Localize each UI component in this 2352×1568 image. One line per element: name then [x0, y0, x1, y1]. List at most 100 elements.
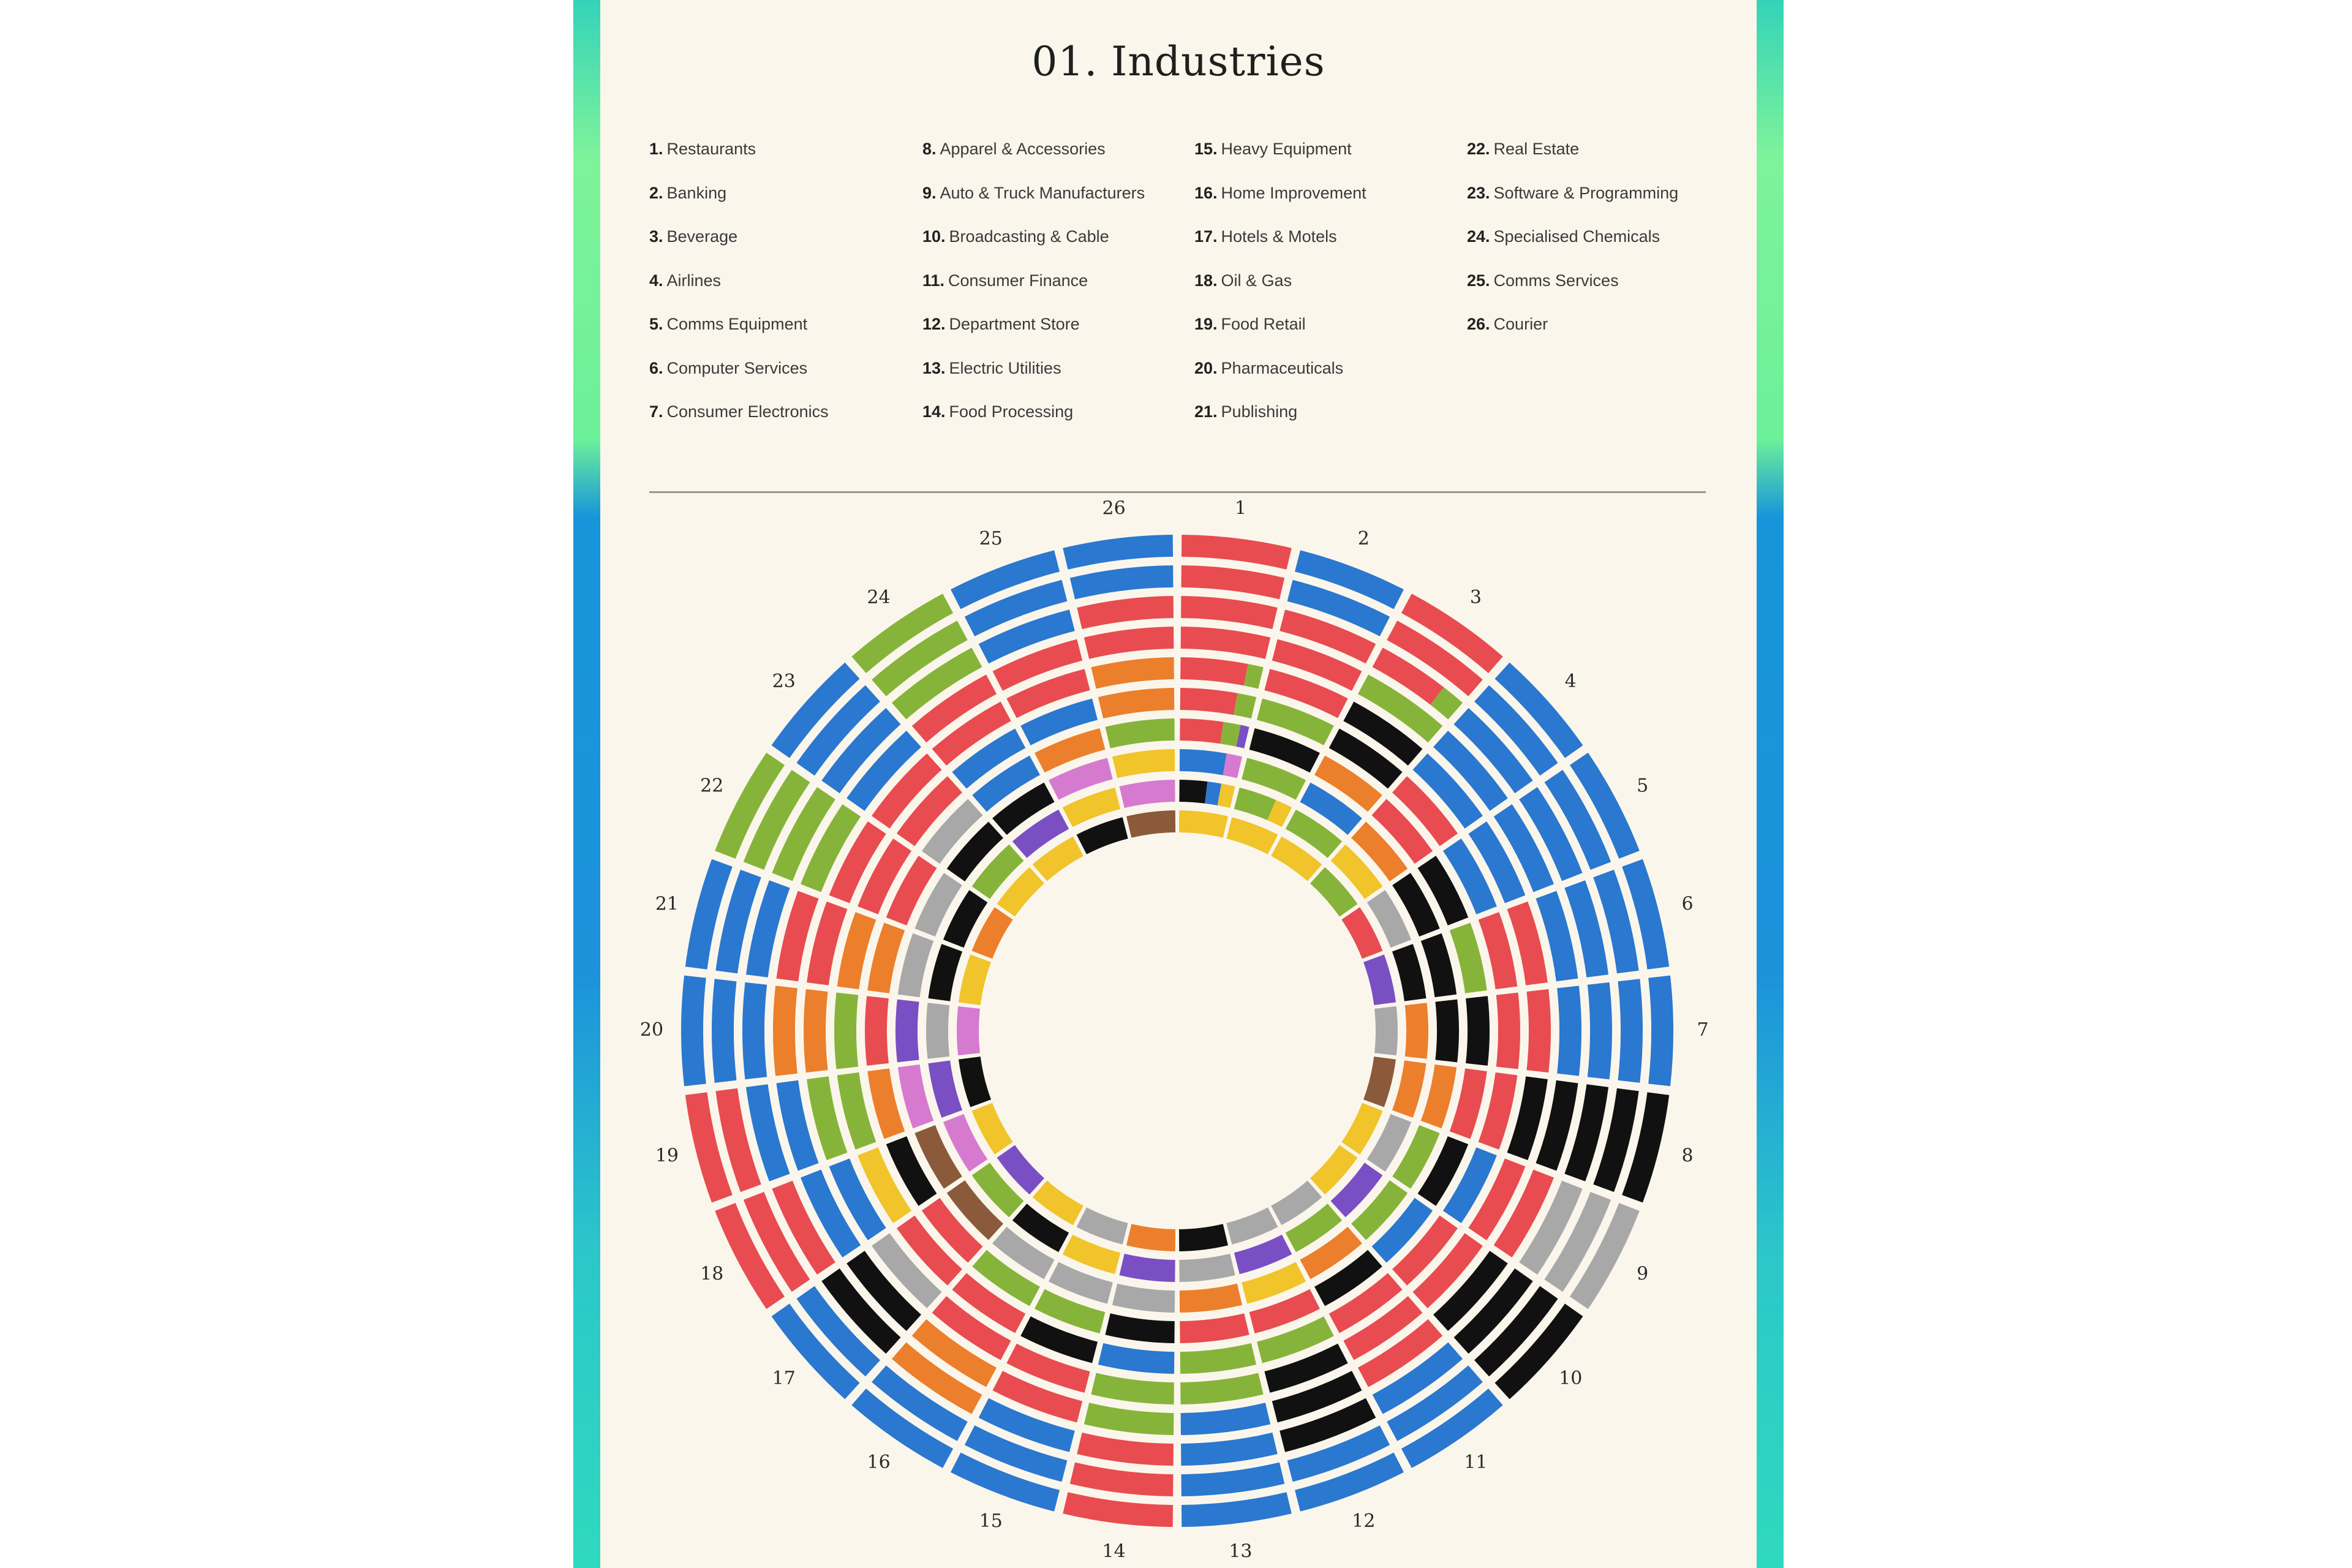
ring-arc [897, 933, 934, 998]
ring-arc [1387, 1365, 1483, 1441]
ring-arc [1478, 912, 1518, 990]
ring-arc [1442, 1147, 1497, 1223]
legend-item: 7. Consumer Electronics [649, 402, 931, 447]
ring-arc [1363, 1056, 1396, 1107]
ring-arc [926, 1003, 950, 1059]
ring-arc [1341, 1102, 1383, 1155]
ring-arc [1091, 657, 1174, 689]
segment-8 [1363, 1056, 1670, 1203]
legend-item-number: 8. [922, 140, 937, 158]
legend-item-label: Computer Services [666, 358, 808, 377]
legend-item: 6. Computer Services [649, 359, 931, 403]
ring-arc [1234, 787, 1276, 821]
ring-arc [1536, 1080, 1578, 1171]
ring-arc [1392, 1215, 1458, 1286]
segment-19 [685, 1056, 992, 1203]
legend-item-label: Auto & Truck Manufacturers [940, 183, 1145, 202]
ring-arc [712, 979, 737, 1083]
ring-arc [1329, 728, 1403, 789]
legend-column-1: 1. Restaurants 2. Banking 3. Beverage 4. Airlin… [649, 140, 931, 447]
ring-arc [1392, 873, 1440, 937]
segment-label: 8 [1682, 1145, 1694, 1166]
ring-arc [992, 639, 1083, 691]
segment-17 [771, 1145, 1044, 1400]
segment-label: 15 [979, 1510, 1003, 1532]
segment-16 [851, 1180, 1084, 1468]
ring-arc [1557, 986, 1581, 1076]
ring-arc [914, 1125, 962, 1189]
legend-item-number: 3. [649, 227, 663, 246]
ring-arc [971, 1163, 1024, 1218]
ring-arc [1507, 901, 1548, 986]
ring-arc [1236, 725, 1250, 748]
ring-arc [997, 867, 1044, 917]
ring-arc [1433, 1251, 1508, 1332]
legend-item-label: Food Retail [1221, 315, 1306, 333]
segment-7 [1374, 975, 1673, 1087]
ring-arc [1181, 535, 1292, 570]
ring-arc [1314, 1250, 1382, 1306]
ring-arc [872, 1365, 968, 1441]
ring-arc [821, 707, 901, 794]
ring-arc [867, 922, 905, 993]
legend-item: 2. Banking [649, 184, 931, 228]
legend-item-label: Specialised Chemicals [1493, 227, 1660, 246]
ring-arc [796, 1286, 881, 1377]
ring-arc [1285, 1204, 1343, 1253]
ring-arc [1468, 1158, 1526, 1240]
left-frame-border [573, 0, 600, 1568]
ring-arc [952, 728, 1026, 789]
legend-item-label: Consumer Electronics [666, 402, 829, 421]
ring-arc [951, 550, 1060, 609]
segment-25 [951, 550, 1128, 854]
ring-arc [1366, 890, 1412, 948]
ring-arc [1285, 809, 1343, 858]
ring-arc [846, 730, 922, 811]
ring-arc [1519, 1180, 1583, 1275]
ring-arc [1564, 1084, 1609, 1182]
ring-arc [1264, 669, 1348, 718]
segment-3 [1271, 594, 1503, 881]
legend-item: 17. Hotels & Motels [1194, 227, 1476, 271]
ring-arc [921, 1197, 983, 1263]
segment-label: 16 [867, 1452, 891, 1473]
ring-arc [1181, 1462, 1285, 1496]
industry-legend: 1. Restaurants 2. Banking 3. Beverage 4. Airlin… [649, 140, 1727, 434]
legend-item: 20. Pharmaceuticals [1194, 359, 1476, 403]
ring-arc [971, 907, 1013, 959]
ring-arc [1063, 1492, 1174, 1527]
ring-arc [1507, 1076, 1548, 1161]
legend-column-2: 8. Apparel & Accessories 9. Auto & Truck Ma… [922, 140, 1204, 447]
ring-arc [1412, 1233, 1483, 1308]
ring-arc [872, 753, 942, 829]
ring-arc [946, 1180, 1003, 1240]
ring-arc [1272, 639, 1362, 691]
legend-column-3: 15. Heavy Equipment 16. Home Improvement 17.… [1194, 140, 1476, 447]
ring-arc [1264, 1343, 1348, 1393]
ring-arc [1126, 810, 1176, 838]
ring-arc [1544, 769, 1611, 870]
ring-arc [932, 1296, 1011, 1360]
legend-item: 10. Broadcasting & Cable [922, 227, 1204, 271]
ring-arc [1310, 867, 1358, 917]
ring-arc [1587, 982, 1612, 1080]
ring-arc [1091, 1373, 1174, 1404]
ring-arc [1069, 565, 1174, 600]
legend-item-number: 10. [922, 227, 946, 246]
legend-item-number: 15. [1194, 140, 1218, 158]
legend-item: 18. Oil & Gas [1194, 271, 1476, 315]
ring-arc [1493, 1169, 1554, 1258]
legend-item-number: 25. [1467, 271, 1490, 290]
ring-arc [1180, 1343, 1257, 1374]
ring-arc [891, 647, 982, 720]
ring-arc [978, 1398, 1075, 1452]
ring-arc [959, 954, 992, 1006]
right-frame-border [1757, 0, 1784, 1568]
ring-arc [1526, 989, 1551, 1073]
ring-arc [1048, 1262, 1113, 1304]
legend-item-label: Food Processing [949, 402, 1074, 421]
ring-arc [1098, 688, 1175, 719]
ring-arc [1062, 1234, 1121, 1275]
ring-arc [807, 1076, 848, 1161]
ring-arc [1179, 1283, 1243, 1313]
